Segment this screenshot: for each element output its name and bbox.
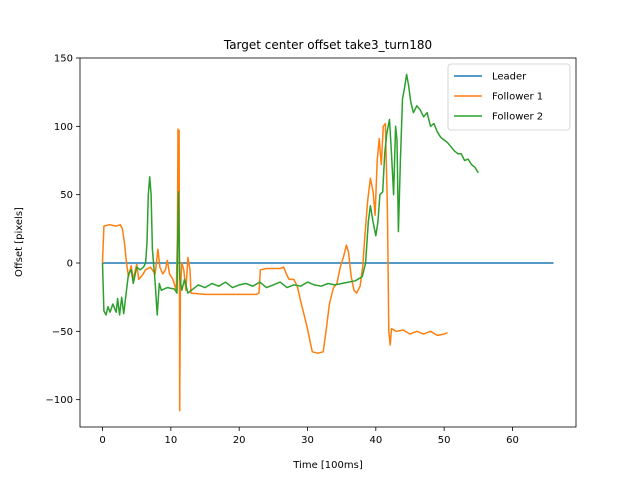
legend: Leader Follower 1 Follower 2 (447, 63, 571, 131)
axes-frame (79, 57, 577, 428)
y-tick-label: −50 (52, 327, 73, 338)
x-tick-label: 50 (438, 435, 451, 446)
y-axis-label: Offset [pixels] (14, 207, 25, 277)
x-tick-label: 10 (164, 435, 177, 446)
x-tick-label: 40 (369, 435, 382, 446)
y-tick-label: 150 (54, 54, 73, 65)
legend-label: Follower 1 (492, 92, 543, 103)
legend-label: Leader (492, 72, 527, 83)
y-tick-label: 50 (60, 190, 73, 201)
x-tick-label: 0 (99, 435, 105, 446)
x-axis: 0 10 20 30 40 50 60 (99, 427, 519, 446)
chart-title: Target center offset take3_turn180 (223, 38, 432, 52)
y-tick-label: −100 (46, 395, 73, 406)
legend-label: Follower 2 (492, 112, 543, 123)
y-tick-label: 0 (67, 259, 73, 270)
x-tick-label: 30 (301, 435, 314, 446)
series-layer (101, 73, 554, 412)
legend-box (447, 63, 571, 131)
series-line-follower-2 (101, 73, 479, 316)
x-tick-label: 60 (506, 435, 519, 446)
x-tick-label: 20 (233, 435, 246, 446)
x-axis-label: Time [100ms] (292, 460, 363, 471)
y-tick-label: 100 (54, 122, 73, 133)
y-axis: −100 −50 0 50 100 150 (46, 54, 80, 406)
